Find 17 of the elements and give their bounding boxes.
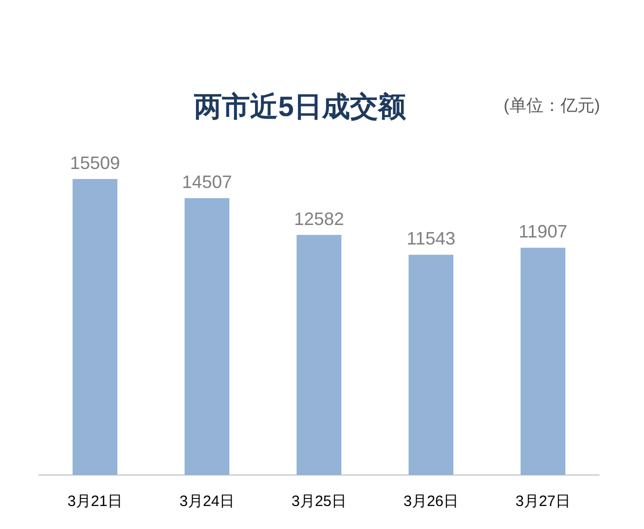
- bar: [520, 248, 566, 475]
- x-tick-label: 3月27日: [515, 493, 571, 510]
- bar: [408, 254, 454, 475]
- data-label: 15509: [70, 152, 120, 173]
- x-tick-label: 3月26日: [403, 493, 459, 510]
- data-label: 12582: [294, 208, 344, 229]
- chart-title: 两市近5日成交额: [193, 90, 407, 124]
- x-tick-label: 3月21日: [67, 493, 123, 510]
- bar: [296, 234, 342, 475]
- bar: [184, 198, 230, 475]
- x-tick-label: 3月25日: [291, 493, 347, 510]
- data-label: 11907: [518, 222, 568, 242]
- x-tick-label: 3月24日: [179, 493, 235, 510]
- data-label: 11543: [406, 228, 456, 249]
- data-label: 14507: [182, 172, 232, 192]
- bar: [72, 179, 118, 475]
- text: (单位：亿元): [504, 95, 600, 117]
